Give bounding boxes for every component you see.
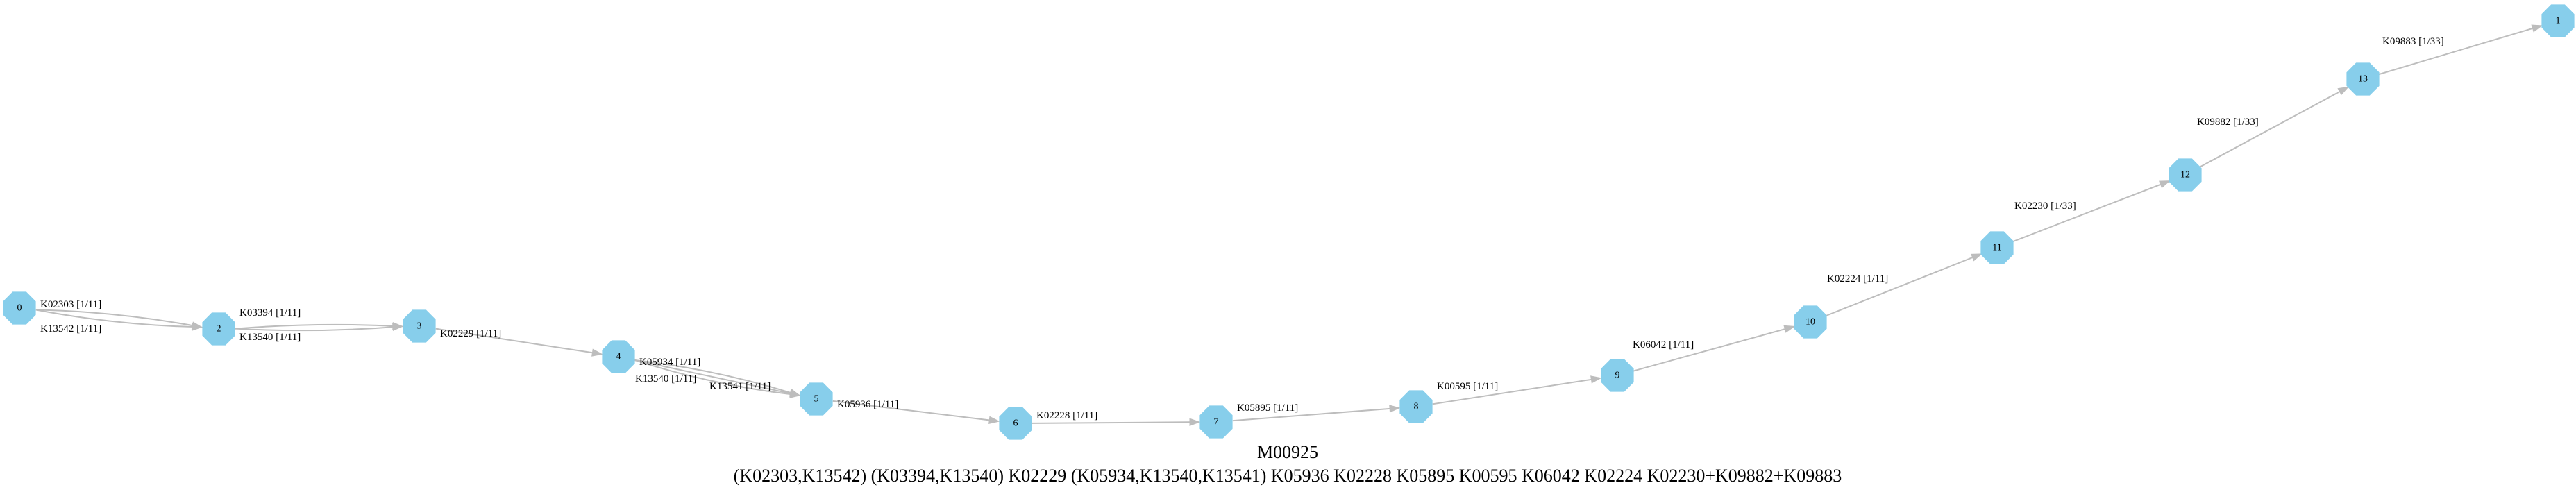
edge-label: K06042 [1/11] — [1633, 339, 1694, 350]
edge-2-3 — [235, 325, 402, 332]
edge-label: K05936 [1/11] — [837, 399, 898, 410]
node-shape — [1399, 390, 1433, 423]
node-shape — [403, 309, 436, 343]
node-0: 0 — [3, 291, 36, 325]
node-shape — [602, 340, 635, 373]
node-12: 12 — [2169, 158, 2202, 192]
arrowhead-8-9 — [1590, 375, 1602, 384]
edge-label: K02230 [1/33] — [2014, 201, 2076, 212]
edge-0-2 — [35, 309, 201, 328]
edge-label: K00595 [1/11] — [1437, 381, 1498, 392]
node-shape — [1794, 305, 1827, 339]
edge-label: K13540 [1/11] — [239, 332, 301, 343]
edge-label: K09883 [1/33] — [2382, 36, 2444, 47]
node-5: 5 — [800, 382, 833, 416]
edge-0-2 — [35, 309, 201, 328]
node-label: 6 — [1013, 418, 1018, 429]
arrowhead-11-12 — [2159, 180, 2171, 189]
node-11: 11 — [1980, 231, 2014, 264]
edge-11-12 — [2012, 180, 2169, 243]
nodes-layer: 0 2 3 4 5 6 7 8 9 10 11 12 13 1 — [3, 4, 2575, 440]
edge-12-13 — [2199, 87, 2348, 168]
edge-10-11 — [1825, 253, 1981, 317]
node-label: 3 — [417, 321, 422, 332]
node-label: 0 — [17, 303, 22, 314]
edge-6-7 — [1032, 421, 1199, 424]
arrowhead-10-11 — [1971, 253, 1983, 262]
node-label: 1 — [2556, 16, 2561, 26]
edge-label: K02224 [1/11] — [1827, 273, 1888, 285]
node-label: 12 — [2180, 170, 2190, 180]
node-label: 4 — [616, 352, 621, 362]
node-label: 9 — [1615, 371, 1620, 381]
arrowhead-2-3 — [392, 323, 404, 332]
edges-layer — [35, 24, 2543, 426]
arrowhead-0-2 — [192, 323, 203, 331]
edge-label: K03394 [1/11] — [239, 307, 301, 319]
node-shape — [1199, 405, 1233, 439]
edge-9-10 — [1633, 325, 1794, 372]
edge-4-5 — [634, 359, 799, 396]
arrowhead-13-1 — [2531, 24, 2543, 33]
arrowhead-12-13 — [2337, 86, 2350, 96]
arrowhead-5-6 — [988, 416, 1000, 425]
edge-label: K05895 [1/11] — [1237, 402, 1298, 414]
edge-3-4 — [435, 328, 601, 355]
node-shape — [2169, 158, 2202, 192]
node-label: 13 — [2358, 74, 2368, 85]
edge-label: K02303 [1/11] — [40, 299, 101, 310]
node-label: 2 — [217, 324, 221, 334]
node-label: 10 — [1805, 317, 1815, 328]
edge-label: K13541 [1/11] — [709, 381, 771, 392]
node-9: 9 — [1601, 359, 1634, 392]
arrowhead-6-7 — [1189, 418, 1201, 426]
arrowhead-9-10 — [1783, 325, 1796, 333]
edge-labels-layer: K02303 [1/11] K13542 [1/11] K03394 [1/11] K… — [40, 36, 2444, 421]
edge-label: K09882 [1/33] — [2197, 117, 2259, 128]
node-shape — [1601, 359, 1634, 392]
edge-label: K13540 [1/11] — [635, 373, 696, 384]
node-label: 11 — [1992, 243, 2001, 253]
edge-4-5 — [634, 359, 799, 396]
module-title: M00925 — [1257, 442, 1318, 462]
node-shape — [2346, 62, 2380, 96]
node-10: 10 — [1794, 305, 1827, 339]
node-13: 13 — [2346, 62, 2380, 96]
node-label: 7 — [1214, 417, 1219, 427]
node-shape — [999, 407, 1032, 440]
arrowhead-7-8 — [1389, 405, 1401, 413]
node-shape — [202, 312, 235, 346]
node-shape — [1980, 231, 2014, 264]
edge-label: K05934 [1/11] — [639, 357, 700, 368]
edge-8-9 — [1432, 377, 1600, 405]
node-shape — [2541, 4, 2575, 37]
node-shape — [800, 382, 833, 416]
node-3: 3 — [403, 309, 436, 343]
edge-13-1 — [2378, 25, 2541, 76]
edge-label: K13542 [1/11] — [40, 323, 101, 334]
arrowhead-3-4 — [591, 348, 603, 357]
node-8: 8 — [1399, 390, 1433, 423]
node-label: 8 — [1414, 402, 1419, 412]
edge-2-3 — [235, 323, 402, 330]
node-4: 4 — [602, 340, 635, 373]
edge-7-8 — [1232, 407, 1399, 422]
edge-label: K02228 [1/11] — [1036, 410, 1097, 421]
edge-4-5 — [634, 359, 799, 396]
module-definition: (K02303,K13542) (K03394,K13540) K02229 (… — [734, 466, 1842, 486]
edge-label: K02229 [1/11] — [440, 328, 501, 339]
arrowhead-4-5 — [789, 390, 802, 398]
node-7: 7 — [1199, 405, 1233, 439]
node-2: 2 — [202, 312, 235, 346]
node-shape — [3, 291, 36, 325]
node-label: 5 — [814, 394, 819, 405]
node-6: 6 — [999, 407, 1032, 440]
node-1: 1 — [2541, 4, 2575, 37]
edge-5-6 — [832, 400, 998, 422]
